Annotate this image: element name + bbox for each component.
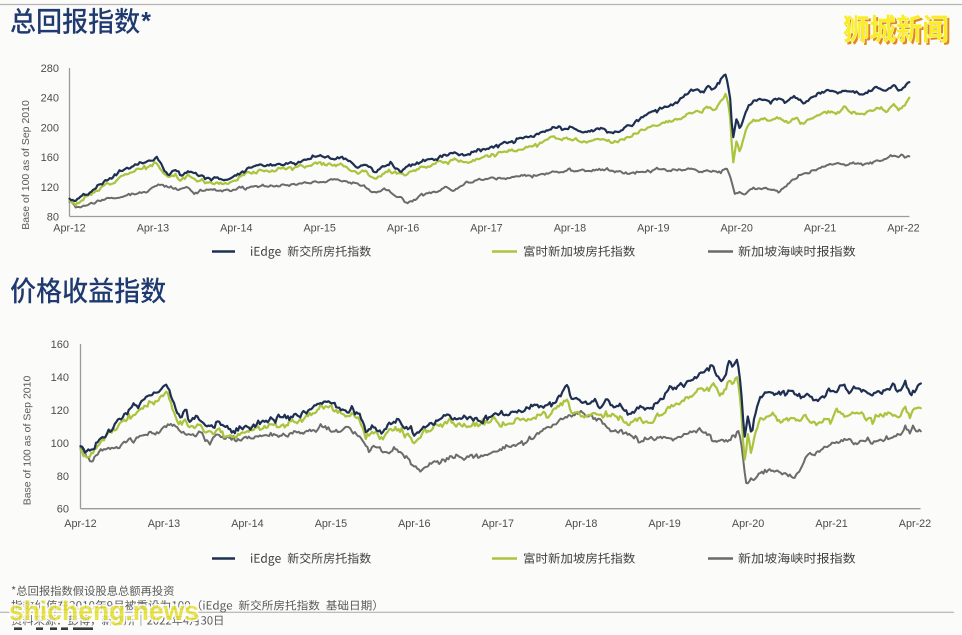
svg-text:Apr-20: Apr-20 [732, 518, 764, 530]
svg-text:Apr-21: Apr-21 [804, 223, 836, 235]
svg-text:Apr-21: Apr-21 [815, 518, 847, 530]
svg-text:Apr-16: Apr-16 [398, 518, 430, 530]
svg-text:Apr-19: Apr-19 [648, 518, 680, 530]
svg-text:Apr-14: Apr-14 [220, 223, 252, 235]
svg-text:*: * [141, 8, 151, 36]
svg-text:Apr-19: Apr-19 [637, 223, 669, 235]
svg-text:120: 120 [41, 182, 59, 194]
svg-text:120: 120 [51, 405, 69, 417]
svg-text:Apr-13: Apr-13 [148, 518, 180, 530]
svg-text:Apr-12: Apr-12 [64, 518, 96, 530]
svg-text:160: 160 [51, 339, 69, 351]
svg-text:shicheng.news: shicheng.news [9, 596, 199, 626]
svg-text:Apr-20: Apr-20 [720, 223, 752, 235]
svg-text:Apr-15: Apr-15 [315, 518, 347, 530]
svg-text:Apr-18: Apr-18 [565, 518, 597, 530]
svg-text:Apr-13: Apr-13 [137, 223, 169, 235]
svg-text:Apr-22: Apr-22 [887, 223, 919, 235]
svg-text:280: 280 [41, 63, 59, 75]
svg-text:80: 80 [47, 212, 59, 224]
svg-text:Base of 100 as of Sep 2010: Base of 100 as of Sep 2010 [20, 100, 32, 230]
svg-text:Apr-14: Apr-14 [231, 518, 263, 530]
svg-text:200: 200 [41, 122, 59, 134]
svg-text:Apr-18: Apr-18 [554, 223, 586, 235]
svg-text:140: 140 [51, 372, 69, 384]
svg-text:160: 160 [41, 152, 59, 164]
svg-text:Apr-22: Apr-22 [899, 518, 931, 530]
svg-text:80: 80 [57, 471, 69, 483]
svg-text:100: 100 [51, 438, 69, 450]
svg-text:Apr-15: Apr-15 [303, 223, 335, 235]
svg-text:Apr-17: Apr-17 [470, 223, 502, 235]
svg-text:Apr-12: Apr-12 [53, 223, 85, 235]
svg-text:60: 60 [57, 504, 69, 516]
svg-text:Apr-16: Apr-16 [387, 223, 419, 235]
svg-text:Base of 100 as of Sep 2010: Base of 100 as of Sep 2010 [22, 376, 34, 506]
svg-text:Apr-17: Apr-17 [482, 518, 514, 530]
svg-text:240: 240 [41, 93, 59, 105]
